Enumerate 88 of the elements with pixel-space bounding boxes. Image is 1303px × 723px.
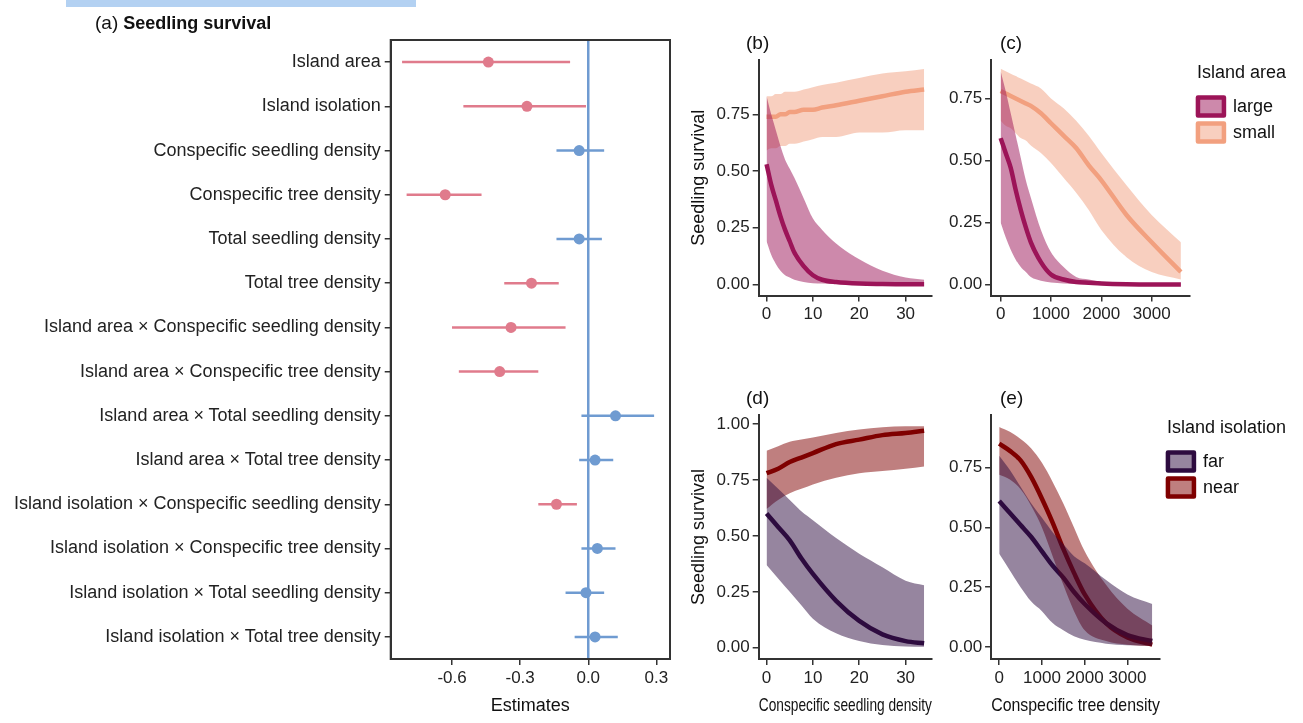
x-tick-label: 0 — [994, 667, 1004, 687]
y-tick-label: Island isolation × Total seedling density — [69, 581, 381, 602]
x-tick-label: 1000 — [1032, 304, 1070, 324]
y-tick-label: 0.50 — [716, 525, 750, 545]
x-tick-label: 0.0 — [576, 667, 601, 687]
y-tick-label: 1.00 — [716, 413, 750, 433]
y-axis-title: Seedling survival — [687, 468, 708, 606]
line-series — [764, 511, 927, 646]
line-series — [764, 87, 927, 119]
point — [573, 233, 585, 245]
point — [580, 587, 592, 599]
legend-label: small — [1232, 121, 1275, 142]
y-tick-label: 0.50 — [716, 160, 750, 180]
y-tick-label: 0.75 — [716, 469, 750, 489]
x-tick-label: 0 — [995, 304, 1006, 324]
legend-label: near — [1202, 476, 1239, 497]
y-tick-label: Island isolation × Conspecific seedling density — [14, 493, 381, 514]
y-tick-label: Island area × Conspecific seedling density — [44, 316, 381, 337]
point — [521, 100, 533, 112]
x-tick-label: 2000 — [1065, 667, 1104, 687]
point — [610, 410, 622, 422]
x-tick-label: 3000 — [1132, 304, 1171, 324]
y-tick-label: 0.25 — [716, 217, 750, 237]
x-axis-title: Estimates — [490, 695, 570, 716]
x-tick-label: -0.6 — [437, 667, 467, 687]
x-tick-label: 20 — [849, 304, 869, 324]
x-tick-label: 20 — [849, 667, 869, 687]
x-tick-label: 0 — [761, 667, 772, 687]
y-tick-label: 0.75 — [948, 457, 983, 477]
line-series — [764, 428, 927, 476]
y-tick-label: Total tree density — [244, 272, 381, 293]
y-tick-label: Island isolation × Total tree density — [105, 625, 381, 646]
legend-label: large — [1232, 95, 1273, 116]
line-series — [998, 135, 1184, 287]
x-tick-label: 1000 — [1023, 667, 1061, 687]
point — [439, 189, 451, 201]
text: (b) — [746, 32, 770, 54]
x-tick-label: 30 — [896, 304, 916, 324]
y-tick-label: 0.25 — [948, 576, 983, 596]
legend-label: far — [1202, 450, 1224, 471]
x-tick-label: 10 — [803, 667, 823, 687]
y-tick-label: Island area — [291, 51, 382, 72]
y-tick-label: Conspecific seedling density — [153, 139, 381, 160]
y-axis-title: Seedling survival — [687, 109, 708, 246]
text: (a) — [95, 12, 119, 34]
point — [505, 321, 517, 333]
y-tick-label: 0.75 — [716, 104, 750, 124]
point — [573, 145, 585, 157]
y-tick-label: 0.25 — [716, 581, 750, 601]
point — [494, 366, 506, 378]
x-tick-label: 2000 — [1082, 304, 1121, 324]
text: (e) — [1000, 387, 1024, 409]
y-tick-label: Total seedling density — [208, 227, 381, 248]
point — [589, 454, 601, 466]
y-tick-label: Island area × Conspecific tree density — [80, 360, 381, 381]
text: (c) — [1000, 32, 1023, 54]
x-axis-title: Conspecific seedling density — [758, 695, 932, 715]
point — [482, 56, 494, 68]
y-tick-label: 0.25 — [948, 212, 983, 232]
y-tick-label: 0.50 — [948, 517, 983, 537]
x-tick-label: 0.3 — [644, 667, 669, 687]
x-tick-label: 0 — [761, 304, 772, 324]
line-series — [996, 498, 1155, 644]
x-tick-label: 10 — [803, 304, 823, 324]
y-tick-label: Island isolation × Conspecific tree density — [50, 537, 381, 558]
y-tick-label: 0.00 — [716, 273, 750, 293]
y-tick-label: Island area × Total tree density — [135, 449, 381, 469]
legend-title: Island isolation — [1166, 416, 1286, 437]
point — [589, 631, 601, 643]
y-tick-label: 0.75 — [948, 88, 983, 108]
point — [525, 277, 537, 289]
line-series — [764, 161, 927, 287]
y-tick-label: Island isolation — [261, 95, 381, 116]
y-tick-label: 0.00 — [948, 636, 983, 656]
point — [550, 498, 562, 510]
text: (d) — [746, 387, 770, 409]
point — [591, 542, 603, 554]
text: Seedling survival — [123, 12, 272, 33]
y-tick-label: 0.00 — [716, 637, 750, 657]
x-axis-title: Conspecific tree density — [991, 695, 1161, 716]
y-tick-label: 0.50 — [948, 150, 983, 170]
y-tick-label: 0.00 — [948, 274, 983, 294]
y-tick-label: Island area × Total seedling density — [99, 404, 381, 425]
legend-title: Island area — [1196, 61, 1287, 82]
x-tick-label: 3000 — [1108, 667, 1147, 687]
y-tick-label: Conspecific tree density — [189, 183, 381, 204]
x-tick-label: 30 — [896, 667, 916, 687]
x-tick-label: -0.3 — [505, 667, 535, 687]
